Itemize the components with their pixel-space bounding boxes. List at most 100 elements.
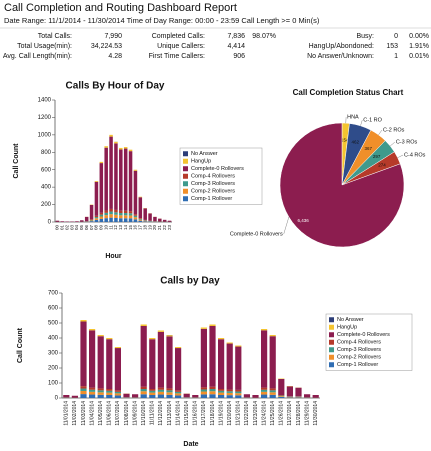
legend-label: Comp-1 Rollover: [191, 196, 232, 202]
bar-segment: [209, 389, 216, 392]
bar-segment: [235, 393, 242, 396]
stat-value: 7,836: [227, 33, 245, 40]
x-tick-label: 11/27/2014: [287, 401, 293, 426]
legend-box: [179, 147, 263, 205]
bar-segment: [123, 393, 130, 398]
bar-segment: [143, 220, 147, 222]
bar-segment: [60, 221, 65, 222]
y-axis-title: Call Count: [13, 143, 20, 179]
bar-segment: [138, 218, 143, 220]
bar-segment: [114, 143, 118, 210]
bar-segment: [209, 324, 216, 326]
x-tick-label: 05: [79, 225, 84, 231]
x-tick-label: 06: [84, 225, 89, 231]
bar-segment: [209, 386, 216, 389]
legend-label: HangUp: [191, 159, 211, 165]
bar-segment: [123, 213, 128, 216]
stat-percent: 98.07%: [252, 33, 276, 40]
x-tick-label: 19: [147, 225, 152, 231]
bar-segment: [99, 212, 104, 215]
x-tick-label: 11/28/2014: [296, 401, 302, 426]
bar-segment: [140, 391, 147, 395]
bar-segment: [140, 394, 147, 398]
x-axis-title: Hour: [105, 253, 122, 260]
legend-label: No Answer: [337, 317, 364, 323]
x-tick-label: 21: [157, 225, 162, 231]
x-axis-title: Date: [183, 441, 198, 448]
bar-segment: [99, 218, 104, 222]
bar-segment: [226, 395, 233, 398]
bar-segment: [80, 388, 87, 391]
legend-label: HangUp: [337, 325, 357, 331]
y-tick-label: 1400: [38, 98, 52, 104]
bar-segment: [149, 338, 156, 340]
x-tick-label: 04: [74, 225, 79, 231]
bar-segment: [235, 346, 242, 390]
legend-swatch: [329, 362, 334, 368]
bar-segment: [140, 389, 147, 392]
legend-swatch: [329, 324, 334, 330]
bar-segment: [109, 134, 113, 137]
bar-segment: [114, 212, 118, 215]
bar-segment: [226, 392, 233, 396]
bar-segment: [97, 394, 104, 398]
slice-value: 154: [341, 138, 349, 143]
bar-segment: [138, 196, 143, 198]
bar-segment: [157, 331, 164, 388]
bar-segment: [286, 397, 293, 398]
bar-segment: [114, 390, 121, 392]
stat-label: Total Calls:: [38, 33, 72, 40]
y-tick-label: 300: [48, 351, 59, 357]
stat-value: 4,414: [227, 43, 245, 50]
bar-segment: [157, 387, 164, 390]
x-tick-label: 11/14/2014: [175, 401, 181, 426]
x-tick-label: 11/23/2014: [253, 401, 259, 426]
bar-segment: [119, 149, 123, 211]
x-tick-label: 11/05/2014: [98, 401, 104, 426]
bar-segment: [104, 212, 108, 216]
y-tick-label: 1200: [38, 115, 52, 121]
bar-segment: [97, 390, 104, 393]
legend-swatch: [183, 158, 188, 164]
legend-swatch: [183, 196, 188, 202]
stat-label: No Answer/Unknown:: [307, 53, 374, 60]
slice-label: HNA: [347, 115, 359, 121]
bar-segment: [109, 217, 113, 222]
bar-segment: [119, 147, 123, 150]
slice-label: C-1 RO: [363, 118, 382, 124]
legend-swatch: [329, 317, 334, 323]
bar-segment: [119, 215, 123, 219]
x-tick-label: 11/15/2014: [184, 401, 190, 426]
y-tick-label: 800: [41, 150, 52, 156]
bar-segment: [235, 389, 242, 392]
y-tick-label: 400: [48, 336, 59, 342]
bar-segment: [94, 215, 99, 218]
bar-segment: [235, 395, 242, 398]
legend-label: Comp-1 Rollover: [337, 362, 378, 368]
bar-segment: [162, 219, 167, 222]
y-tick-label: 500: [48, 321, 59, 327]
bar-segment: [97, 392, 104, 395]
bar-segment: [128, 211, 133, 214]
bar-segment: [133, 170, 138, 215]
x-tick-label: 11/30/2014: [313, 401, 319, 426]
x-tick-label: 11/20/2014: [227, 401, 233, 426]
legend-label: Comp-4 Rollovers: [191, 174, 235, 180]
bar-segment: [218, 392, 225, 395]
chart-title: Call Completion Status Chart: [293, 88, 404, 97]
bar-segment: [123, 148, 128, 211]
leader-line: [390, 142, 395, 147]
bar-segment: [200, 387, 207, 390]
bar-segment: [157, 394, 164, 398]
bar-segment: [295, 387, 302, 397]
bar-segment: [84, 216, 89, 222]
bar-segment: [89, 389, 96, 392]
bar-segment: [166, 394, 173, 398]
bar-segment: [89, 219, 94, 221]
bar-segment: [278, 395, 285, 397]
legend-label: Complete-0 Rollovers: [191, 166, 244, 172]
bar-segment: [166, 335, 173, 337]
bar-segment: [106, 392, 113, 395]
bar-segment: [128, 218, 133, 222]
legend-swatch: [329, 347, 334, 353]
